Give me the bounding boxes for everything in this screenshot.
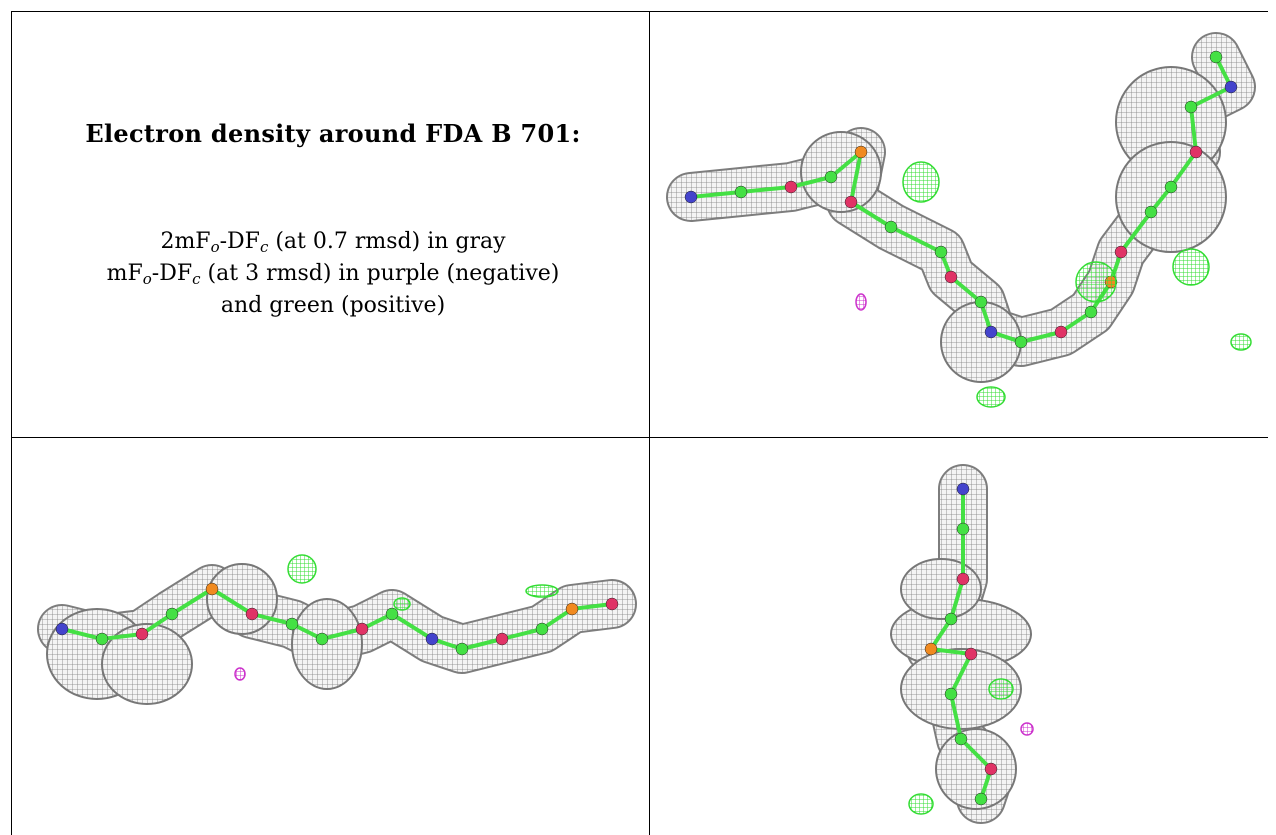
density-render-bottom-right (890, 464, 1034, 824)
caption-line-2fofc: 2mFo-DFc (at 0.7 rmsd) in gray (160, 229, 506, 256)
atom (964, 647, 978, 661)
atom (684, 190, 698, 204)
atom (1164, 180, 1178, 194)
atom (1014, 335, 1028, 349)
figure-grid: Electron density around FDA B 701: 2mFo-… (11, 11, 1268, 835)
density-lobe (800, 131, 882, 213)
positive-difference-blob (525, 584, 559, 598)
atom (535, 622, 549, 636)
grid-line-center (649, 11, 650, 835)
atom (956, 572, 970, 586)
atom (285, 617, 299, 631)
atom (956, 482, 970, 496)
grid-line-top (11, 11, 1268, 12)
positive-difference-blob (976, 386, 1006, 408)
positive-difference-blob (1075, 261, 1117, 303)
atom (1189, 145, 1203, 159)
atom (95, 632, 109, 646)
density-render-bottom-left (37, 554, 637, 705)
density-lobe (900, 648, 1022, 730)
atom (455, 642, 469, 656)
atom (854, 145, 868, 159)
atom (495, 632, 509, 646)
view-top-right (651, 12, 1268, 436)
density-lobe (291, 598, 363, 690)
density-render-top-right (666, 32, 1256, 408)
positive-difference-blob (1230, 333, 1252, 351)
bond-backbone (929, 489, 993, 800)
view-bottom-left (12, 439, 648, 835)
atom (884, 220, 898, 234)
atom (824, 170, 838, 184)
atom (984, 762, 998, 776)
atom (944, 270, 958, 284)
atom (934, 245, 948, 259)
atom (1114, 245, 1128, 259)
atom (315, 632, 329, 646)
atom (205, 582, 219, 596)
positive-difference-blob (988, 678, 1014, 700)
positive-difference-blob (393, 597, 411, 611)
bond-backbone (690, 56, 1233, 344)
atom (1144, 205, 1158, 219)
atom (1224, 80, 1238, 94)
caption-panel: Electron density around FDA B 701: 2mFo-… (23, 11, 643, 437)
grid-line-left (11, 11, 12, 835)
atom (984, 325, 998, 339)
grid-line-middle (11, 437, 1268, 438)
atom (355, 622, 369, 636)
negative-difference-blob (1020, 722, 1034, 736)
view-bottom-right (651, 439, 1268, 835)
caption-title: Electron density around FDA B 701: (85, 119, 581, 148)
positive-difference-blob (902, 161, 940, 203)
atom (165, 607, 179, 621)
atom (55, 622, 69, 636)
atom (605, 597, 619, 611)
caption-line-colors: and green (positive) (220, 293, 446, 318)
atom (844, 195, 858, 209)
density-lobe (101, 623, 193, 705)
density-lobe (900, 558, 982, 620)
atom (1084, 305, 1098, 319)
atom (944, 612, 958, 626)
atom (974, 792, 988, 806)
bond-backbone (61, 587, 613, 651)
caption-line-fofc: mFo-DFc (at 3 rmsd) in purple (negative) (106, 261, 560, 288)
atom (1209, 50, 1223, 64)
positive-difference-blob (908, 793, 934, 815)
atom (784, 180, 798, 194)
atom (1184, 100, 1198, 114)
atom (954, 732, 968, 746)
atom (956, 522, 970, 536)
atom (974, 295, 988, 309)
atom (135, 627, 149, 641)
atom (1054, 325, 1068, 339)
atom (425, 632, 439, 646)
atom (385, 607, 399, 621)
atom (944, 687, 958, 701)
positive-difference-blob (1172, 248, 1210, 286)
positive-difference-blob (287, 554, 317, 584)
density-lobe (935, 728, 1017, 810)
negative-difference-blob (855, 293, 867, 311)
density-lobe (940, 301, 1022, 383)
atom (565, 602, 579, 616)
atom (924, 642, 938, 656)
negative-difference-blob (234, 667, 246, 681)
density-lobe (206, 563, 278, 635)
atom (245, 607, 259, 621)
atom (734, 185, 748, 199)
